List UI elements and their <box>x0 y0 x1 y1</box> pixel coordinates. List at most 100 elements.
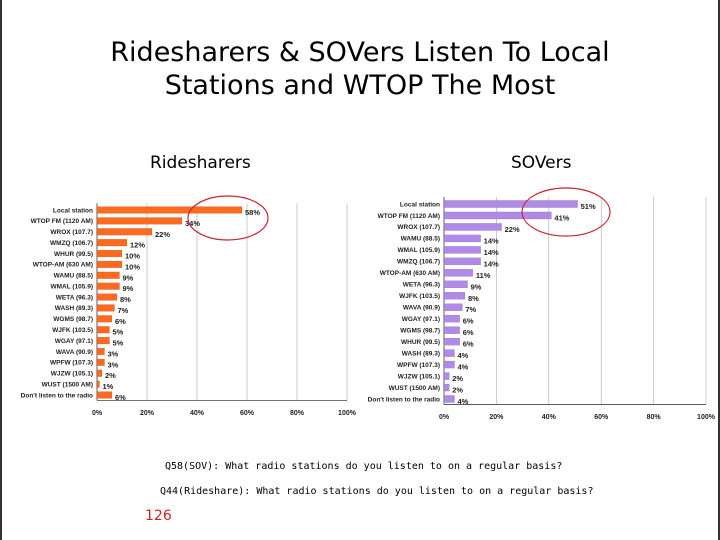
sovers-category-label: WETA (96.3) <box>403 282 440 289</box>
sovers-x-tick-label: 20% <box>489 414 504 421</box>
sovers-category-label: WGAY (97.1) <box>402 316 440 323</box>
ridesharers-category-label: Local station <box>53 207 93 214</box>
ridesharers-value-label: 2% <box>105 371 116 380</box>
ridesharers-category-label: WJZW (105.1) <box>51 371 93 378</box>
sovers-value-label: 6% <box>463 328 474 337</box>
sovers-bar <box>443 303 463 311</box>
ridesharers-category-label: WHUR (99.5) <box>54 251 93 258</box>
sovers-category-label: WUST (1500 AM) <box>389 385 440 392</box>
ridesharers-value-label: 5% <box>113 328 124 337</box>
ridesharers-x-tick-label: 0% <box>92 410 103 417</box>
sovers-bar <box>443 292 466 300</box>
ridesharers-category-label: Don't listen to the radio <box>21 392 93 399</box>
ridesharers-value-label: 5% <box>113 339 124 348</box>
sovers-category-label: WTOP FM (1120 AM) <box>378 213 440 220</box>
ridesharers-category-label: WJFK (103.5) <box>52 327 93 334</box>
ridesharers-bar <box>96 249 123 258</box>
sovers-value-label: 9% <box>471 282 482 291</box>
ridesharers-x-tick-label: 100% <box>338 410 357 417</box>
sovers-bar <box>443 280 468 289</box>
ridesharers-bar <box>96 239 128 247</box>
ridesharers-value-label: 9% <box>123 284 134 293</box>
sovers-category-label: WMZQ (106.7) <box>397 259 440 266</box>
slide-frame-right <box>718 0 720 540</box>
slide-title: Ridesharers & SOVers Listen To Local Sta… <box>60 36 660 102</box>
ridesharers-bar <box>96 271 120 279</box>
ridesharers-bar <box>96 260 123 268</box>
sovers-value-label: 2% <box>452 374 463 383</box>
ridesharers-x-tick-label: 20% <box>140 410 155 417</box>
sovers-category-label: WMAL (105.9) <box>398 247 441 254</box>
question-note-rideshare: Q44(Rideshare): What radio stations do y… <box>160 486 594 497</box>
sovers-category-label: WAVA (90.9) <box>403 305 440 312</box>
ridesharers-bar <box>96 337 110 345</box>
sovers-category-label: WGMS (98.7) <box>400 327 440 334</box>
ridesharers-bar <box>96 293 118 301</box>
sovers-value-label: 4% <box>457 351 468 360</box>
sovers-value-label: 11% <box>476 271 491 280</box>
sovers-bar <box>443 349 455 357</box>
sovers-value-label: 6% <box>463 317 474 326</box>
ridesharers-category-label: WMAL (105.9) <box>51 283 94 290</box>
sovers-category-label: WASH (89.3) <box>402 350 440 357</box>
ridesharers-bar <box>96 304 115 312</box>
sovers-value-label: 6% <box>463 340 474 349</box>
sovers-bar <box>443 383 450 392</box>
sovers-value-label: 4% <box>457 397 468 406</box>
ridesharers-category-label: WMZQ (106.7) <box>50 240 93 247</box>
ridesharers-category-label: WROX (107.7) <box>50 229 93 236</box>
ridesharers-x-tick-label: 80% <box>290 410 305 417</box>
ridesharers-category-label: WAVA (90.9) <box>56 349 93 356</box>
ridesharers-bar <box>96 228 153 236</box>
sovers-bar <box>443 234 481 243</box>
sovers-value-label: 14% <box>484 236 499 245</box>
sovers-highlight-circle <box>521 187 611 237</box>
slide-title-line-1: Ridesharers & SOVers Listen To Local <box>110 37 610 68</box>
sovers-bar <box>443 246 481 254</box>
sovers-value-label: 22% <box>505 225 520 234</box>
ridesharers-category-label: WUST (1500 AM) <box>42 381 93 388</box>
question-note-sov: Q58(SOV): What radio stations do you lis… <box>165 461 563 472</box>
ridesharers-category-label: WASH (89.3) <box>55 305 93 312</box>
ridesharers-category-label: WTOP FM (1120 AM) <box>31 218 93 225</box>
sovers-bar <box>443 360 455 369</box>
slide-title-line-2: Stations and WTOP The Most <box>164 70 556 101</box>
ridesharers-highlight-circle <box>187 195 269 241</box>
sovers-value-label: 14% <box>484 259 499 268</box>
sovers-category-label: Local station <box>400 201 440 208</box>
ridesharers-category-label: WTOP-AM (630 AM) <box>33 262 93 269</box>
sovers-category-label: WHUR (99.5) <box>401 339 440 346</box>
sovers-bar <box>443 337 460 346</box>
sovers-category-label: WJZW (105.1) <box>398 373 440 380</box>
ridesharers-category-label: WPFW (107.3) <box>50 360 93 367</box>
sovers-category-label: WTOP-AM (630 AM) <box>380 270 440 277</box>
sovers-value-label: 4% <box>457 363 468 372</box>
sovers-value-label: 2% <box>452 386 463 395</box>
ridesharers-value-label: 10% <box>125 252 140 261</box>
ridesharers-chart-title: Ridesharers <box>150 153 251 173</box>
ridesharers-value-label: 34% <box>185 219 200 228</box>
sovers-x-tick-label: 80% <box>647 414 662 421</box>
ridesharers-value-label: 7% <box>118 306 129 315</box>
sovers-bar <box>443 326 460 334</box>
ridesharers-bar <box>96 369 103 377</box>
ridesharers-category-label: WAMU (88.5) <box>54 273 93 280</box>
page-number: 126 <box>145 508 172 524</box>
ridesharers-bar <box>96 380 100 388</box>
slide-frame-left <box>0 0 2 540</box>
sovers-x-tick-label: 0% <box>439 414 450 421</box>
sovers-bar <box>443 372 450 380</box>
sovers-bar <box>443 223 502 231</box>
sovers-category-label: WAMU (88.5) <box>401 236 440 243</box>
sovers-value-label: 14% <box>484 248 499 257</box>
ridesharers-value-label: 6% <box>115 317 126 326</box>
sovers-value-label: 7% <box>465 305 476 314</box>
sovers-chart-title: SOVers <box>511 153 572 173</box>
ridesharers-bar <box>96 217 183 225</box>
sovers-category-label: WPFW (107.3) <box>397 362 440 369</box>
sovers-x-tick-label: 60% <box>594 414 609 421</box>
ridesharers-bar <box>96 326 110 334</box>
ridesharers-value-label: 6% <box>115 393 126 402</box>
ridesharers-bar <box>96 347 105 356</box>
ridesharers-value-label: 3% <box>108 349 119 358</box>
